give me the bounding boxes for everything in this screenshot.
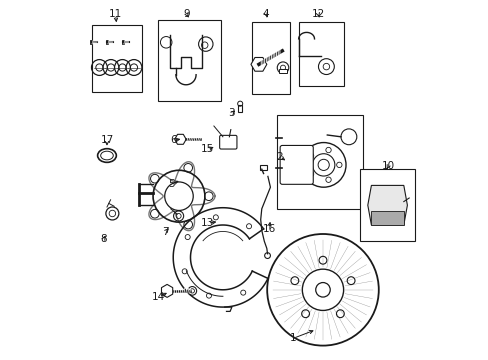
Text: 12: 12 [311, 9, 324, 19]
Text: 13: 13 [201, 218, 214, 228]
Text: 16: 16 [262, 224, 275, 234]
Bar [122, 40, 123, 45]
Bar [90, 40, 92, 45]
Text: 11: 11 [109, 9, 122, 19]
FancyBboxPatch shape [219, 135, 237, 149]
Text: 3: 3 [228, 108, 235, 118]
Text: 2: 2 [276, 152, 283, 162]
Polygon shape [367, 185, 407, 225]
Text: 9: 9 [183, 9, 190, 19]
FancyBboxPatch shape [280, 145, 313, 184]
Text: 14: 14 [152, 292, 165, 302]
Text: 6: 6 [169, 135, 176, 145]
Text: 5: 5 [168, 179, 175, 189]
Bar [298, 22, 343, 86]
Bar [259, 165, 266, 170]
Bar [91, 25, 142, 92]
Bar [276, 115, 363, 209]
Text: 17: 17 [100, 135, 113, 145]
Text: 1: 1 [289, 333, 296, 343]
Polygon shape [371, 211, 403, 225]
Text: 8: 8 [100, 234, 106, 244]
Text: 10: 10 [381, 161, 394, 171]
Bar [251, 22, 289, 94]
Bar [106, 40, 108, 45]
Text: 4: 4 [262, 9, 269, 19]
Text: 15: 15 [201, 144, 214, 154]
Bar [278, 69, 287, 73]
Bar [359, 169, 415, 241]
Text: 7: 7 [162, 227, 168, 237]
Bar [158, 20, 221, 101]
Bar [238, 105, 242, 112]
